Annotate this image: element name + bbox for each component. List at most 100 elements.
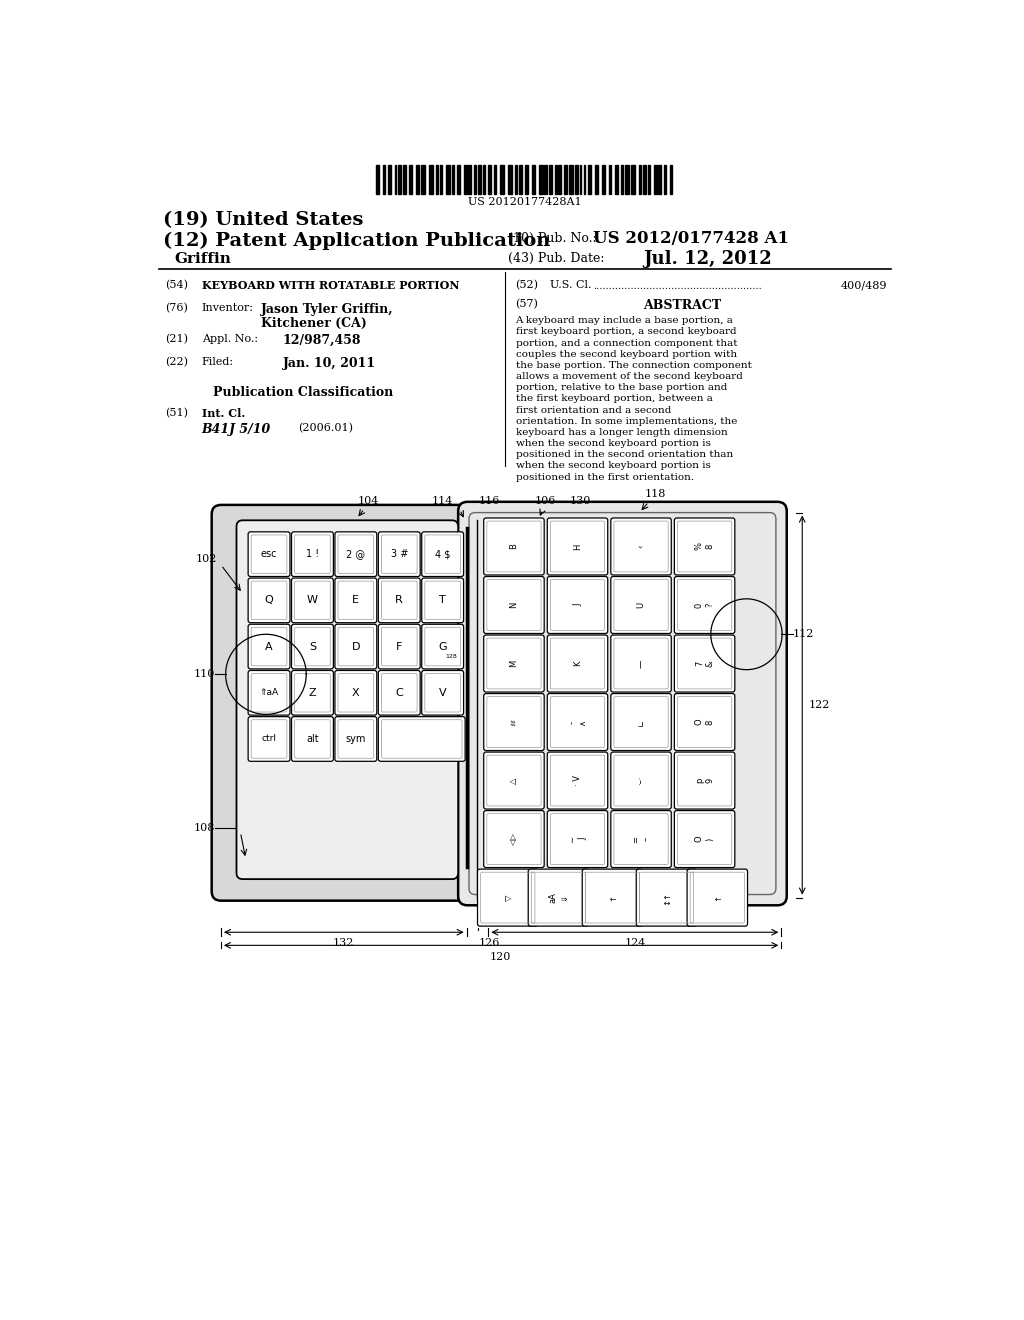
FancyBboxPatch shape [378,671,420,715]
Text: 400/489: 400/489 [841,280,888,290]
FancyBboxPatch shape [547,577,607,634]
FancyBboxPatch shape [292,671,334,715]
FancyBboxPatch shape [675,635,735,692]
Text: Jul. 12, 2012: Jul. 12, 2012 [643,249,772,268]
Text: E: E [352,595,359,606]
Bar [474,165,476,194]
Text: 110: 110 [194,669,215,680]
Text: U.S. Cl.: U.S. Cl. [550,280,592,290]
FancyBboxPatch shape [335,578,377,623]
FancyBboxPatch shape [335,532,377,577]
FancyBboxPatch shape [611,752,672,809]
FancyBboxPatch shape [483,577,544,634]
Bar [435,165,438,194]
Bar [524,165,528,194]
Text: B: B [510,544,518,549]
FancyBboxPatch shape [636,869,696,927]
Text: B41J 5/10: B41J 5/10 [202,424,271,437]
FancyBboxPatch shape [292,717,334,762]
Bar [595,165,598,194]
Text: R: R [395,595,403,606]
Text: Int. Cl.: Int. Cl. [202,408,245,418]
FancyBboxPatch shape [483,693,544,751]
Bar [563,165,567,194]
Text: 116: 116 [478,496,500,507]
FancyBboxPatch shape [335,671,377,715]
Text: 124: 124 [625,939,645,948]
Bar [664,165,666,194]
Text: Filed:: Filed: [202,358,233,367]
Text: Appl. No.:: Appl. No.: [202,334,258,345]
Text: (57): (57) [515,300,539,310]
Text: (54): (54) [165,280,188,290]
Bar [429,165,432,194]
FancyBboxPatch shape [212,506,537,900]
Bar [403,165,407,194]
Text: 0
?: 0 ? [695,602,715,607]
Bar [421,165,425,194]
FancyBboxPatch shape [248,532,290,577]
Text: ∼
J: ∼ J [567,836,587,842]
Text: %
8: % 8 [695,543,715,550]
Bar [416,165,420,194]
Text: the base portion. The connection component: the base portion. The connection compone… [515,360,752,370]
Text: Jan. 10, 2011: Jan. 10, 2011 [283,358,376,370]
Text: K: K [573,661,582,667]
Bar [648,165,650,194]
Text: F: F [396,642,402,652]
FancyBboxPatch shape [675,810,735,867]
Bar [643,165,646,194]
Text: ↑: ↑ [608,894,616,902]
Text: ⇑aA: ⇑aA [259,688,279,697]
Text: 106: 106 [535,496,556,507]
Text: 1 !: 1 ! [306,549,319,560]
Text: (21): (21) [165,334,188,345]
Bar [558,165,561,194]
Text: 128: 128 [444,653,457,659]
Text: (10) Pub. No.:: (10) Pub. No.: [508,231,596,244]
Text: when the second keyboard portion is: when the second keyboard portion is [515,440,711,447]
Text: T: T [439,595,446,606]
FancyBboxPatch shape [547,810,607,867]
Text: ·–·: ·–· [637,776,645,785]
Text: 132: 132 [333,939,354,948]
Text: ↑: ↑ [713,894,722,902]
Text: ♯♯: ♯♯ [510,718,518,726]
Text: ‹: ‹ [637,545,645,548]
Text: (43) Pub. Date:: (43) Pub. Date: [508,252,604,265]
Text: · V: · V [573,775,582,787]
Text: Q: Q [264,595,273,606]
FancyBboxPatch shape [292,532,334,577]
Text: N: N [510,602,518,609]
Text: orientation. In some implementations, the: orientation. In some implementations, th… [515,417,737,426]
Text: 130: 130 [569,496,591,507]
Text: ABSTRACT: ABSTRACT [643,300,721,313]
Text: Z: Z [308,688,316,698]
FancyBboxPatch shape [335,624,377,669]
FancyBboxPatch shape [422,624,464,669]
Text: 102: 102 [196,554,217,564]
Text: the first keyboard portion, between a: the first keyboard portion, between a [515,395,713,404]
Text: 114: 114 [432,496,454,507]
Bar [621,165,624,194]
FancyBboxPatch shape [292,624,334,669]
FancyBboxPatch shape [248,624,290,669]
Bar [654,165,656,194]
Bar [609,165,611,194]
Text: A keyboard may include a base portion, a: A keyboard may include a base portion, a [515,317,733,325]
Text: 118: 118 [644,488,666,499]
Text: Kitchener (CA): Kitchener (CA) [261,317,368,330]
FancyBboxPatch shape [675,752,735,809]
Bar [477,165,481,194]
FancyBboxPatch shape [483,810,544,867]
Bar [544,165,547,194]
FancyBboxPatch shape [583,869,643,927]
FancyBboxPatch shape [422,671,464,715]
Text: portion, and a connection component that: portion, and a connection component that [515,339,737,347]
Bar [383,165,385,194]
FancyBboxPatch shape [378,578,420,623]
Text: U: U [637,602,645,609]
FancyBboxPatch shape [248,671,290,715]
Text: portion, relative to the base portion and: portion, relative to the base portion an… [515,383,727,392]
FancyBboxPatch shape [547,517,607,576]
